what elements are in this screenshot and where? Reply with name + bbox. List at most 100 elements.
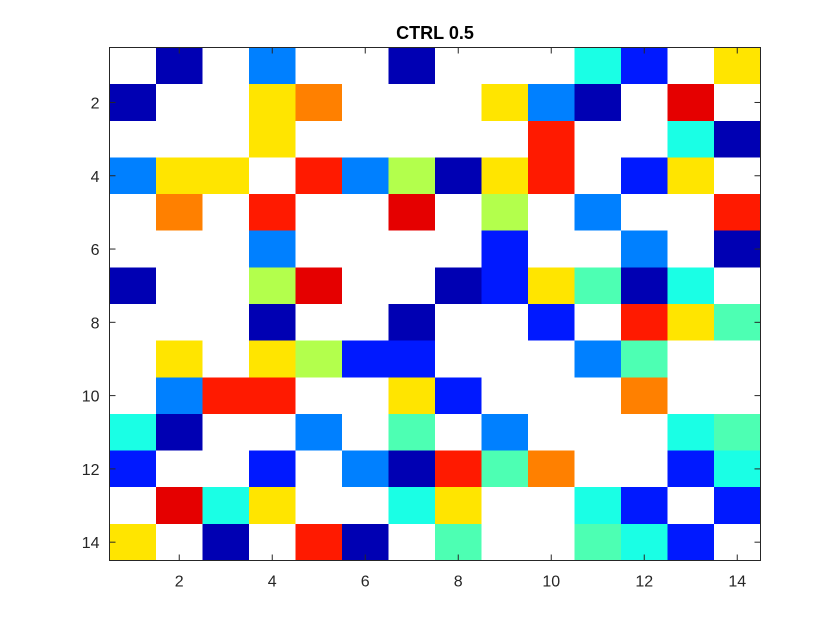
- heatmap-cell-r13-c14: [714, 487, 761, 524]
- heatmap-cell-r1-c8: [435, 47, 482, 85]
- heatmap-cell-r7-c1: [109, 267, 156, 304]
- heatmap-cell-r12-c7: [388, 450, 435, 488]
- heatmap-cell-r2-c5: [295, 84, 342, 121]
- heatmap-cell-r14-c11: [574, 523, 621, 561]
- heatmap-cell-r1-c2: [156, 47, 203, 85]
- heatmap-cell-r8-c7: [388, 304, 435, 341]
- heatmap-cell-r5-c3: [202, 194, 249, 231]
- heatmap-cell-r14-c2: [156, 523, 203, 561]
- heatmap-cell-r13-c6: [342, 487, 389, 524]
- heatmap-cell-r4-c5: [295, 157, 342, 195]
- heatmap-cell-r13-c7: [388, 487, 435, 524]
- heatmap-cell-r10-c9: [481, 377, 528, 414]
- heatmap-cell-r3-c2: [156, 120, 203, 158]
- heatmap-cell-r7-c11: [574, 267, 621, 304]
- heatmap-cell-r10-c5: [295, 377, 342, 414]
- heatmap-cell-r7-c3: [202, 267, 249, 304]
- heatmap-cell-r6-c2: [156, 230, 203, 268]
- heatmap-cell-r14-c1: [109, 523, 156, 561]
- heatmap-cell-r6-c14: [714, 230, 761, 268]
- heatmap-cell-r3-c12: [621, 120, 668, 158]
- heatmap-cell-r13-c10: [528, 487, 575, 524]
- heatmap-cell-r3-c1: [109, 120, 156, 158]
- heatmap-cell-r6-c13: [667, 230, 714, 268]
- heatmap-cell-r2-c4: [249, 84, 296, 121]
- heatmap-cell-r13-c12: [621, 487, 668, 524]
- heatmap-cell-r12-c11: [574, 450, 621, 488]
- heatmap-cell-r3-c14: [714, 120, 761, 158]
- heatmap-cell-r12-c6: [342, 450, 389, 488]
- heatmap-cell-r2-c14: [714, 84, 761, 121]
- heatmap-cell-r6-c4: [249, 230, 296, 268]
- heatmap-cell-r11-c5: [295, 413, 342, 451]
- heatmap-cell-r5-c11: [574, 194, 621, 231]
- heatmap-cell-r8-c4: [249, 304, 296, 341]
- heatmap-cell-r3-c13: [667, 120, 714, 158]
- heatmap-cell-r4-c12: [621, 157, 668, 195]
- heatmap-cell-r11-c4: [249, 413, 296, 451]
- heatmap-cell-r14-c12: [621, 523, 668, 561]
- heatmap-cell-r4-c4: [249, 157, 296, 195]
- heatmap-cell-r8-c1: [109, 304, 156, 341]
- heatmap-cell-r8-c12: [621, 304, 668, 341]
- heatmap-cell-r9-c5: [295, 340, 342, 378]
- heatmap-cell-r10-c8: [435, 377, 482, 414]
- heatmap-cell-r7-c7: [388, 267, 435, 304]
- heatmap-cell-r13-c5: [295, 487, 342, 524]
- heatmap-cell-r7-c4: [249, 267, 296, 304]
- y-tick-label: 14: [82, 535, 100, 552]
- heatmap-cell-r2-c2: [156, 84, 203, 121]
- heatmap-cell-r3-c8: [435, 120, 482, 158]
- heatmap-cell-r12-c2: [156, 450, 203, 488]
- heatmap-cell-r2-c11: [574, 84, 621, 121]
- heatmap-cell-r5-c1: [109, 194, 156, 231]
- heatmap-cell-r13-c4: [249, 487, 296, 524]
- heatmap-cell-r8-c11: [574, 304, 621, 341]
- heatmap-cell-r8-c9: [481, 304, 528, 341]
- heatmap-cell-r14-c3: [202, 523, 249, 561]
- heatmap-cell-r4-c13: [667, 157, 714, 195]
- heatmap-cell-r11-c6: [342, 413, 389, 451]
- heatmap-cell-r3-c3: [202, 120, 249, 158]
- heatmap-cell-r8-c2: [156, 304, 203, 341]
- heatmap-cell-r11-c2: [156, 413, 203, 451]
- heatmap-cell-r10-c1: [109, 377, 156, 414]
- heatmap-cell-r12-c1: [109, 450, 156, 488]
- heatmap-cell-r5-c8: [435, 194, 482, 231]
- heatmap-cell-r9-c4: [249, 340, 296, 378]
- heatmap-cell-r5-c4: [249, 194, 296, 231]
- heatmap-cell-r3-c9: [481, 120, 528, 158]
- heatmap-cell-r10-c6: [342, 377, 389, 414]
- heatmap-cell-r1-c1: [109, 47, 156, 85]
- heatmap-cell-r14-c8: [435, 523, 482, 561]
- heatmap-cell-r7-c14: [714, 267, 761, 304]
- heatmap-cell-r3-c10: [528, 120, 575, 158]
- heatmap-cell-r13-c8: [435, 487, 482, 524]
- heatmap-cell-r8-c8: [435, 304, 482, 341]
- heatmap-cell-r7-c2: [156, 267, 203, 304]
- heatmap-cell-r4-c6: [342, 157, 389, 195]
- heatmap-cell-r4-c2: [156, 157, 203, 195]
- heatmap-cell-r8-c5: [295, 304, 342, 341]
- heatmap-cell-r10-c12: [621, 377, 668, 414]
- heatmap-cell-r11-c14: [714, 413, 761, 451]
- heatmap-cell-r1-c7: [388, 47, 435, 85]
- heatmap-cell-r9-c12: [621, 340, 668, 378]
- heatmap-cell-r6-c5: [295, 230, 342, 268]
- heatmap-cell-r3-c4: [249, 120, 296, 158]
- heatmap-cell-r9-c9: [481, 340, 528, 378]
- heatmap-cell-r7-c8: [435, 267, 482, 304]
- heatmap-cell-r4-c3: [202, 157, 249, 195]
- y-tick-label: 12: [82, 462, 100, 479]
- heatmap-cell-r2-c10: [528, 84, 575, 121]
- heatmap-cell-r13-c1: [109, 487, 156, 524]
- heatmap-cell-r6-c7: [388, 230, 435, 268]
- heatmap-cell-r5-c9: [481, 194, 528, 231]
- heatmap-cell-r7-c5: [295, 267, 342, 304]
- heatmap-cell-r6-c10: [528, 230, 575, 268]
- heatmap-cell-r3-c7: [388, 120, 435, 158]
- heatmap-cell-r13-c3: [202, 487, 249, 524]
- heatmap-cell-r10-c14: [714, 377, 761, 414]
- heatmap-cell-r12-c9: [481, 450, 528, 488]
